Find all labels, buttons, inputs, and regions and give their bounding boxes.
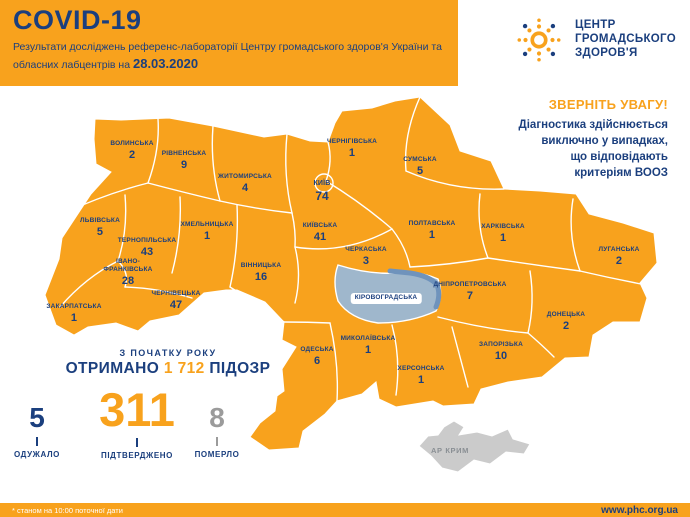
kyiv-city-border	[314, 173, 334, 193]
suspicions-prefix: ОТРИМАНО	[65, 360, 160, 377]
tick-mark	[216, 437, 218, 446]
notice-line: Діагностика здійснюється	[518, 119, 668, 131]
stat-confirmed: 311 ПІДТВЕРДЖЕНО	[67, 386, 207, 460]
report-date: 28.03.2020	[132, 55, 199, 71]
suspicions-count: 1 712	[163, 360, 205, 377]
notice-line: виключно у випадках,	[541, 134, 668, 147]
phc-logo-icon	[517, 18, 561, 62]
notice-line: критеріям ВООЗ	[574, 166, 668, 179]
header-subtitle-text: Результати досліджень референс-лаборатор…	[13, 40, 442, 71]
notice-line: що відповідають	[570, 150, 668, 163]
footer: * станом на 10:00 поточної дати www.phc.…	[0, 503, 690, 517]
recovered-count: 5	[29, 402, 45, 433]
tick-mark	[36, 437, 38, 446]
logo-text: ЦЕНТР ГРОМАДСЬКОГО ЗДОРОВ'Я	[575, 19, 676, 60]
died-label: ПОМЕРЛО	[194, 450, 240, 459]
header-subtitle: Результати досліджень референс-лаборатор…	[13, 40, 447, 74]
header: COVID-19 Результати досліджень референс-…	[0, 0, 458, 86]
recovered-label: ОДУЖАЛО	[13, 450, 61, 459]
logo: ЦЕНТР ГРОМАДСЬКОГО ЗДОРОВ'Я	[512, 13, 676, 67]
logo-text-line2: ГРОМАДСЬКОГО	[575, 33, 676, 46]
suspicions-line: ОТРИМАНО 1 712 ПІДОЗР	[48, 360, 288, 378]
confirmed-count: 311	[99, 383, 175, 436]
logo-text-line1: ЦЕНТР	[575, 19, 616, 32]
confirmed-label: ПІДТВЕРДЖЕНО	[101, 451, 173, 460]
died-count: 8	[209, 402, 225, 433]
suspicions-suffix: ПІДОЗР	[209, 360, 271, 377]
stat-recovered: 5 ОДУЖАЛО	[6, 402, 68, 460]
notice-title: ЗВЕРНІТЬ УВАГУ!	[548, 97, 668, 112]
dnieper-river	[387, 268, 442, 310]
ukraine-map-svg	[44, 96, 658, 473]
ukraine-map	[40, 95, 660, 495]
crimea-region	[418, 420, 531, 473]
stat-died: 8 ПОМЕРЛО	[186, 402, 248, 460]
logo-text-line3: ЗДОРОВ'Я	[575, 46, 638, 59]
oblast-borders	[59, 96, 642, 402]
footer-site-link[interactable]: www.phc.org.ua	[601, 504, 678, 516]
footer-note: * станом на 10:00 поточної дати	[12, 505, 123, 515]
page-title: COVID-19	[13, 5, 142, 35]
tick-mark	[136, 438, 138, 447]
period-label: З ПОЧАТКУ РОКУ	[119, 348, 217, 358]
notice: ЗВЕРНІТЬ УВАГУ! Діагностика здійснюється…	[519, 97, 668, 181]
